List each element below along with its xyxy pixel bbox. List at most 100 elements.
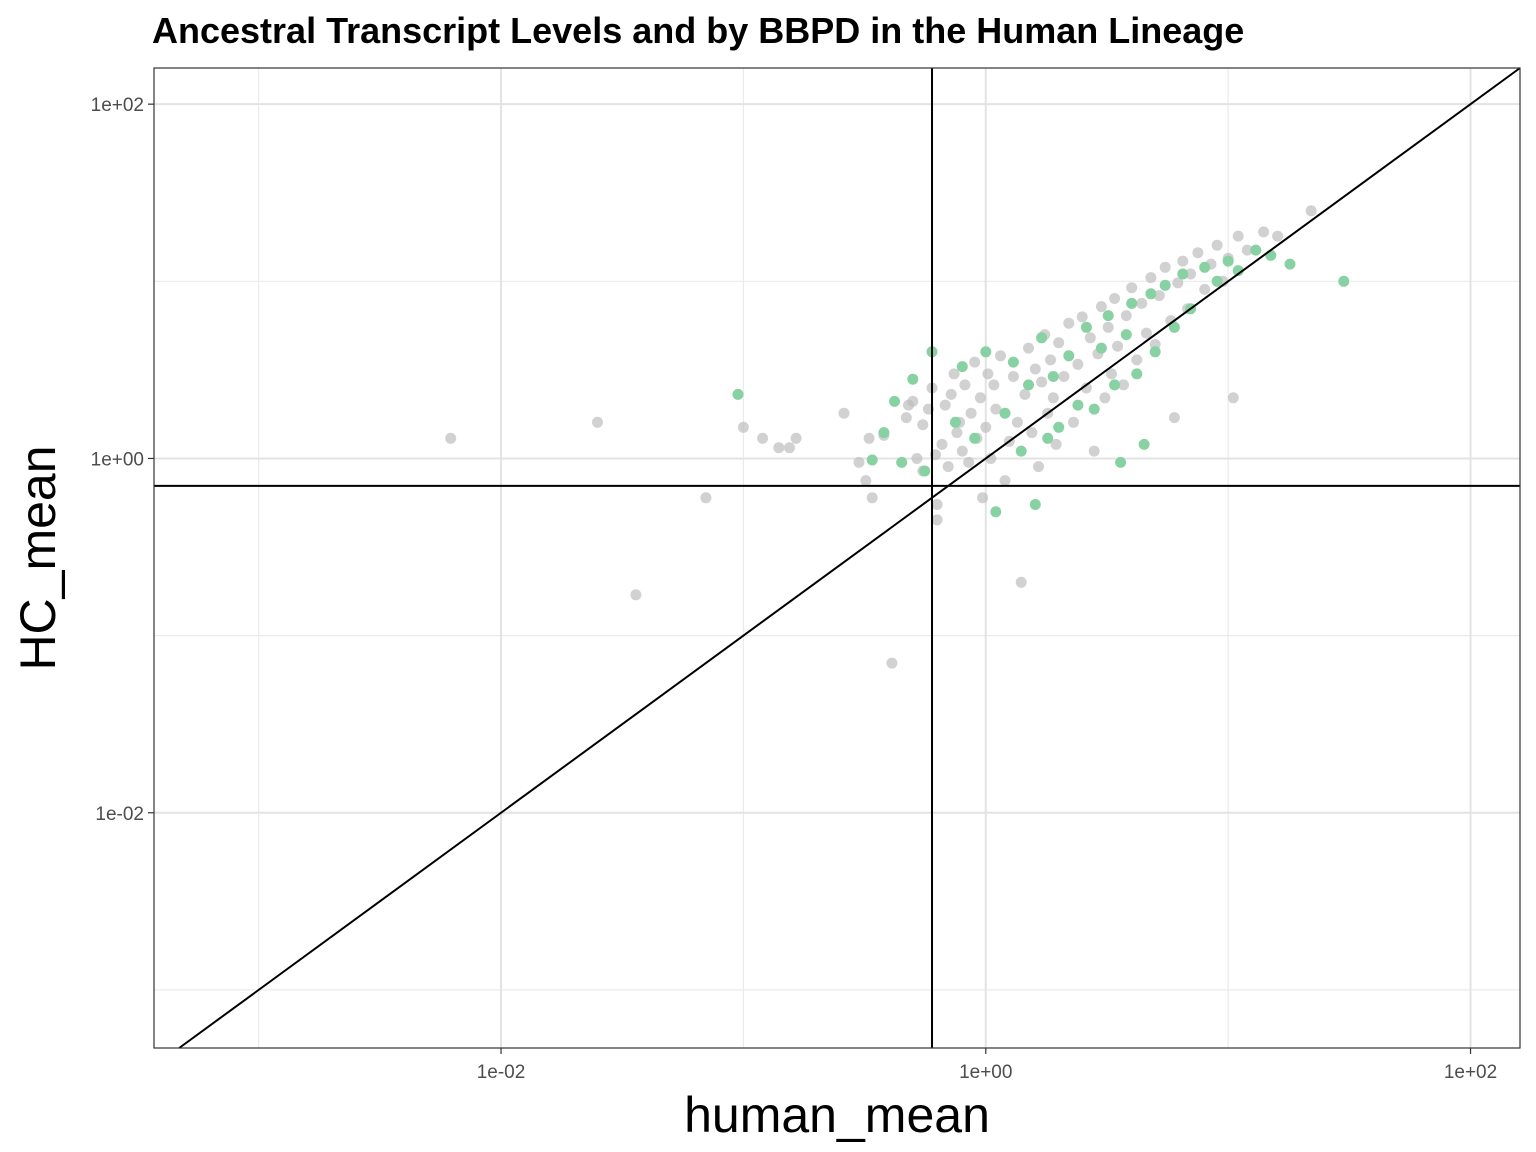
- highlight-point: [878, 427, 890, 439]
- background-point: [1140, 327, 1152, 339]
- background-point: [969, 356, 981, 368]
- background-point: [1112, 340, 1124, 352]
- background-point: [700, 492, 712, 504]
- background-point: [1159, 261, 1171, 273]
- background-point: [1045, 354, 1056, 366]
- y-axis-ticks: 1e-02 1e+00 1e+02: [91, 95, 154, 825]
- highlight-point: [1145, 288, 1157, 300]
- identity-line: [178, 67, 1521, 1049]
- highlight-point: [999, 407, 1011, 419]
- highlight-points: [732, 244, 1350, 518]
- background-point: [1033, 461, 1044, 473]
- background-point: [1050, 438, 1062, 450]
- background-point: [1168, 412, 1180, 424]
- x-axis-ticks: 1e-02 1e+00 1e+02: [477, 1048, 1497, 1083]
- highlight-point: [1042, 432, 1054, 444]
- background-point: [965, 407, 977, 419]
- highlight-point: [1007, 356, 1019, 368]
- background-point: [1241, 244, 1253, 256]
- background-point: [988, 379, 1000, 391]
- x-axis-title: human_mean: [684, 1087, 990, 1143]
- chart-title: Ancestral Transcript Levels and by BBPD …: [152, 10, 1245, 51]
- background-point: [917, 419, 929, 431]
- x-tick-label: 1e+02: [1444, 1062, 1497, 1083]
- background-point: [866, 492, 878, 504]
- highlight-point: [1115, 456, 1127, 468]
- background-point: [838, 407, 850, 419]
- background-point: [1153, 290, 1165, 302]
- background-point: [974, 392, 986, 404]
- highlight-point: [950, 416, 961, 428]
- background-point: [1095, 301, 1107, 313]
- background-point: [1053, 337, 1065, 349]
- background-point: [980, 421, 992, 433]
- background-point: [790, 432, 802, 444]
- background-point: [1227, 392, 1239, 404]
- background-point: [1172, 277, 1184, 289]
- background-point: [1084, 332, 1096, 344]
- panel-border: [153, 67, 1521, 1049]
- highlight-point: [1063, 350, 1075, 362]
- x-tick-label: 1e-02: [477, 1062, 526, 1083]
- background-point: [945, 388, 957, 400]
- background-point: [963, 456, 975, 468]
- background-point: [592, 416, 603, 428]
- background-point: [1058, 371, 1070, 382]
- highlight-point: [1080, 321, 1092, 333]
- background-point: [931, 499, 943, 510]
- highlight-point: [1088, 403, 1100, 415]
- highlight-point: [1131, 368, 1143, 380]
- background-point: [1232, 230, 1244, 242]
- highlight-point: [1072, 399, 1084, 411]
- background-point: [951, 427, 963, 439]
- background-point: [948, 368, 960, 380]
- highlight-point: [1053, 421, 1065, 433]
- highlight-point: [1102, 310, 1114, 322]
- y-axis-title: HC_mean: [10, 445, 66, 670]
- background-point: [1126, 282, 1138, 294]
- background-point: [1211, 239, 1223, 251]
- highlight-point: [1159, 279, 1171, 291]
- highlight-point: [919, 465, 931, 477]
- background-point: [942, 461, 954, 473]
- highlight-point: [1211, 275, 1223, 287]
- highlight-point: [1036, 332, 1048, 344]
- background-point: [995, 350, 1006, 362]
- background-point: [853, 456, 865, 468]
- background-point: [863, 432, 875, 444]
- background-point: [1136, 297, 1148, 309]
- background-point: [936, 438, 948, 450]
- background-point: [630, 589, 642, 601]
- highlight-point: [1168, 321, 1180, 333]
- background-point: [1047, 392, 1059, 404]
- highlight-point: [1023, 379, 1034, 391]
- highlight-point: [1015, 445, 1027, 457]
- background-point: [977, 492, 989, 504]
- highlight-point: [980, 346, 992, 358]
- background-point: [773, 442, 785, 454]
- highlight-point: [1109, 379, 1121, 391]
- background-point: [1072, 358, 1084, 370]
- background-point: [737, 421, 749, 433]
- background-point: [1258, 226, 1270, 238]
- background-point: [1007, 371, 1019, 382]
- background-point: [911, 453, 923, 464]
- background-point: [1109, 293, 1121, 304]
- background-point: [1099, 392, 1111, 404]
- background-point: [982, 368, 994, 380]
- major-gridlines: [154, 68, 1520, 1048]
- background-point: [1199, 283, 1211, 295]
- background-point: [1118, 379, 1129, 391]
- highlight-point: [1232, 265, 1244, 277]
- background-point: [784, 442, 795, 454]
- background-point: [900, 412, 912, 424]
- background-point: [1023, 342, 1034, 354]
- highlight-point: [1250, 244, 1262, 256]
- highlight-point: [732, 388, 744, 400]
- highlight-point: [907, 373, 919, 385]
- background-point: [931, 514, 943, 526]
- background-point: [1177, 255, 1189, 267]
- background-point: [1106, 368, 1117, 380]
- highlight-point: [1265, 249, 1277, 261]
- highlight-point: [990, 506, 1002, 518]
